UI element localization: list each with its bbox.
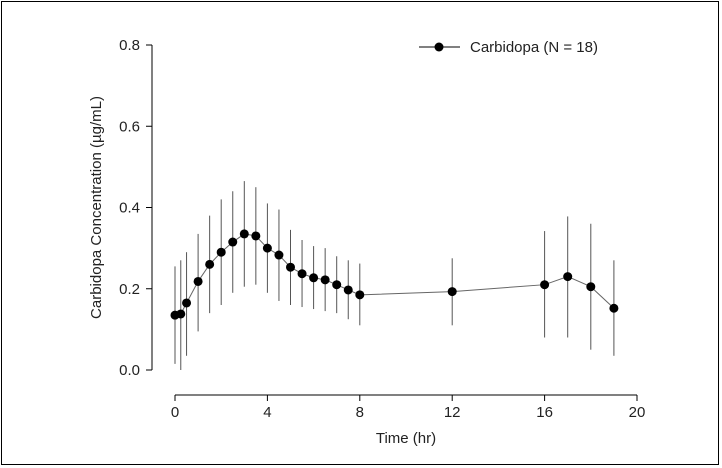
x-tick-label: 16 bbox=[536, 404, 553, 421]
data-point bbox=[176, 309, 186, 319]
data-point bbox=[609, 303, 619, 313]
legend-point-marker bbox=[434, 42, 444, 52]
data-point bbox=[286, 262, 295, 272]
x-tick-label: 8 bbox=[356, 404, 364, 421]
data-point bbox=[251, 231, 261, 241]
error-bars bbox=[174, 181, 615, 370]
data-point bbox=[343, 285, 353, 295]
y-tick-label: 0.4 bbox=[119, 200, 140, 217]
series-line bbox=[174, 233, 615, 316]
data-point bbox=[228, 237, 238, 247]
x-tick-label: 4 bbox=[263, 404, 271, 421]
data-point bbox=[586, 282, 596, 292]
data-point bbox=[182, 298, 192, 308]
data-point bbox=[332, 280, 342, 290]
data-point bbox=[563, 272, 573, 282]
y-tick-label: 0.6 bbox=[119, 118, 140, 135]
legend-label: Carbidopa (N = 18) bbox=[470, 39, 598, 56]
data-point bbox=[309, 273, 319, 283]
data-point bbox=[205, 259, 215, 269]
data-point bbox=[262, 243, 272, 253]
y-tick-label: 0.2 bbox=[119, 281, 140, 298]
series-carbidopa bbox=[170, 229, 619, 320]
data-point bbox=[355, 290, 365, 300]
x-tick-label: 0 bbox=[171, 404, 179, 421]
data-point bbox=[320, 275, 330, 285]
y-axis-title: Carbidopa Concentration (µg/mL) bbox=[88, 96, 105, 319]
data-point bbox=[216, 247, 226, 257]
data-point bbox=[274, 250, 284, 260]
data-point bbox=[297, 269, 307, 279]
data-point bbox=[540, 280, 550, 290]
x-tick-label: 20 bbox=[629, 404, 646, 421]
data-point bbox=[193, 276, 203, 286]
data-point bbox=[239, 229, 249, 239]
x-axis-title: Time (hr) bbox=[376, 430, 436, 447]
y-tick-label: 0.0 bbox=[119, 362, 140, 379]
x-tick-label: 12 bbox=[444, 404, 461, 421]
y-tick-label: 0.8 bbox=[119, 37, 140, 54]
axes: 0.0 0.2 0.4 0.6 0.8 0 4 8 12 16 20 bbox=[119, 37, 645, 421]
data-point bbox=[447, 287, 457, 297]
legend: Carbidopa (N = 18) bbox=[419, 39, 598, 56]
